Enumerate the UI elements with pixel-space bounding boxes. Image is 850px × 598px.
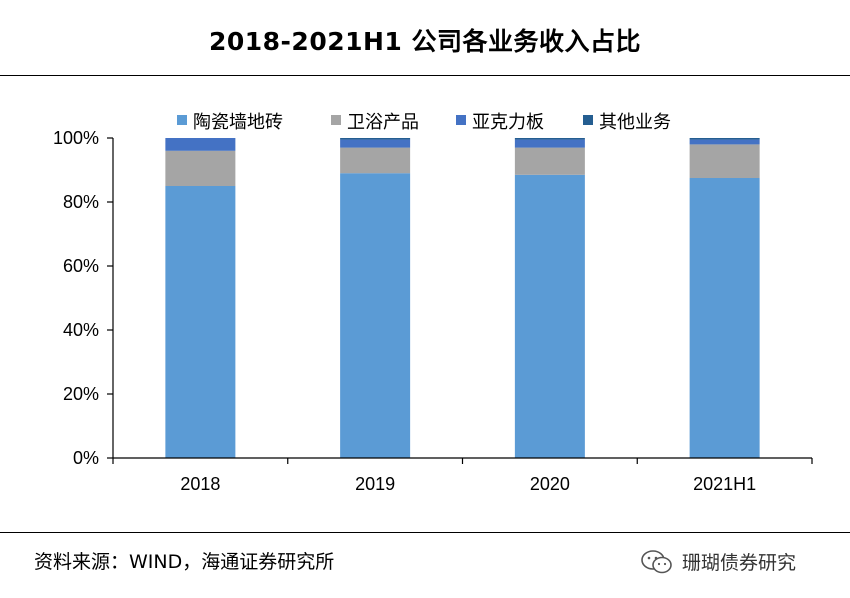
- watermark: 珊瑚债券研究: [640, 548, 796, 575]
- bar-2019-series-1: [340, 147, 411, 174]
- legend-label: 陶瓷墙地砖: [193, 112, 283, 133]
- bar-2021H1-series-3: [689, 138, 760, 140]
- y-tick-label: 100%: [53, 128, 99, 148]
- bar-2019-series-3: [340, 138, 411, 140]
- x-tick-label: 2019: [355, 474, 395, 494]
- legend-label: 其他业务: [599, 112, 671, 133]
- bar-2019-series-2: [340, 139, 411, 148]
- bar-2018-series-0: [165, 186, 236, 458]
- chart-title: 2018-2021H1 公司各业务收入占比: [208, 27, 642, 56]
- legend-swatch: [456, 115, 466, 125]
- bar-2021H1-series-0: [689, 178, 760, 458]
- legend-swatch: [583, 115, 593, 125]
- source-note: 资料来源：WIND，海通证券研究所: [34, 551, 335, 573]
- bar-2020-series-3: [514, 138, 585, 140]
- y-tick-label: 0%: [73, 448, 99, 468]
- bars-group: [165, 138, 760, 459]
- legend-swatch: [177, 115, 187, 125]
- watermark-text: 珊瑚债券研究: [682, 552, 797, 574]
- axes-group: 2018 2019 2020 2021H1 0% 20% 40% 60% 80% 100%: [53, 128, 813, 494]
- bar-2018-series-2: [165, 138, 236, 151]
- x-tick-label: 2021H1: [693, 474, 756, 494]
- y-tick-label: 80%: [63, 192, 99, 212]
- top-divider: [0, 75, 850, 76]
- legend-label: 卫浴产品: [347, 112, 419, 133]
- y-tick-label: 40%: [63, 320, 99, 340]
- legend-swatch: [331, 115, 341, 125]
- x-tick-label: 2018: [180, 474, 220, 494]
- bar-2019-series-0: [340, 173, 411, 458]
- bar-2018-series-1: [165, 150, 236, 186]
- legend: 陶瓷墙地砖 卫浴产品 亚克力板 其他业务: [177, 112, 671, 133]
- bottom-divider: [0, 532, 850, 533]
- bar-2021H1-series-2: [689, 139, 760, 145]
- stacked-bar-chart: 陶瓷墙地砖 卫浴产品 亚克力板 其他业务 2018 2019 2020 2021H10%20…: [53, 112, 813, 494]
- bar-2020-series-2: [514, 139, 585, 148]
- bar-2020-series-0: [514, 174, 585, 459]
- wechat-icon: [641, 549, 672, 573]
- legend-label: 亚克力板: [472, 112, 544, 133]
- bar-2021H1-series-1: [689, 144, 760, 178]
- bar-2020-series-1: [514, 147, 585, 175]
- y-tick-label: 60%: [63, 256, 99, 276]
- x-tick-label: 2020: [530, 474, 570, 494]
- y-tick-label: 20%: [63, 384, 99, 404]
